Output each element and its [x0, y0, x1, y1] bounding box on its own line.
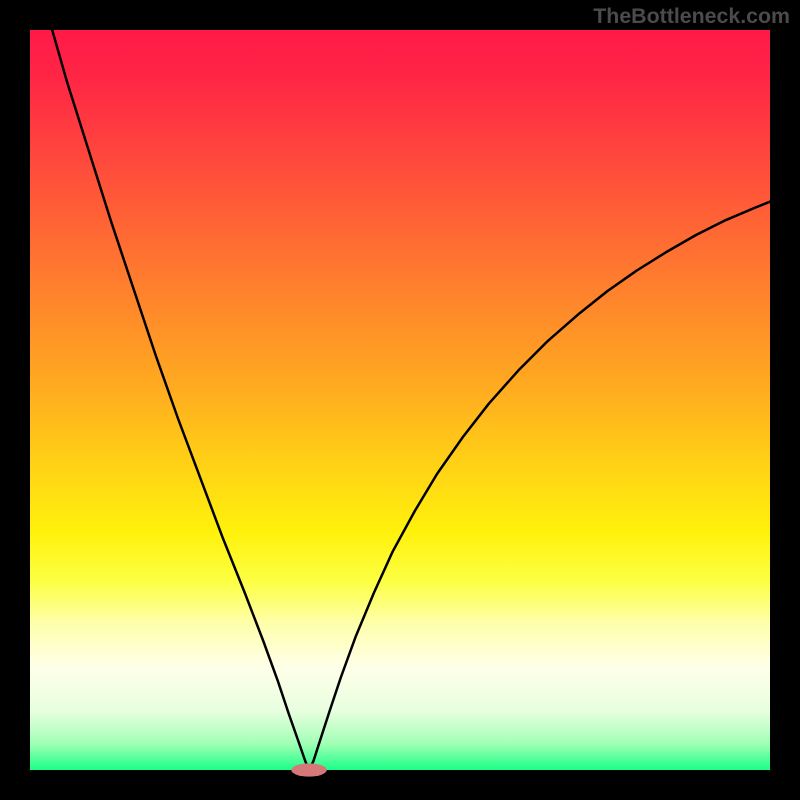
attribution-text: TheBottleneck.com — [593, 4, 790, 29]
plot-background — [30, 30, 770, 770]
chart-canvas: TheBottleneck.com — [0, 0, 800, 800]
cusp-marker — [291, 763, 327, 776]
chart-svg — [0, 0, 800, 800]
